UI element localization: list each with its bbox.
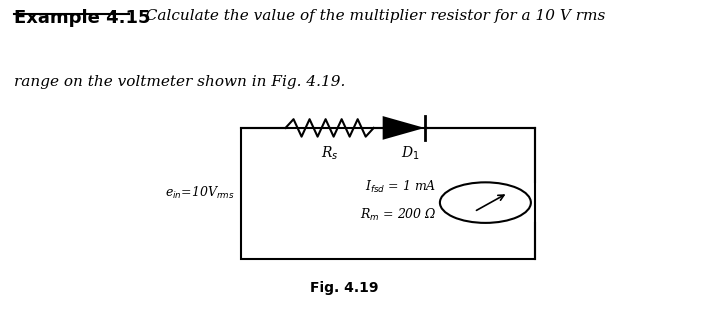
Text: I$_{fsd}$ = 1 mA: I$_{fsd}$ = 1 mA — [365, 179, 436, 195]
Text: range on the voltmeter shown in Fig. 4.19.: range on the voltmeter shown in Fig. 4.1… — [14, 75, 346, 89]
Text: Example 4.15: Example 4.15 — [14, 9, 150, 27]
FancyBboxPatch shape — [241, 128, 536, 259]
Text: R$_m$ = 200 Ω: R$_m$ = 200 Ω — [360, 207, 436, 223]
Text: D$_1$: D$_1$ — [401, 145, 420, 163]
Polygon shape — [382, 116, 425, 140]
Text: Fig. 4.19: Fig. 4.19 — [310, 281, 379, 295]
Text: R$_s$: R$_s$ — [321, 145, 338, 163]
Text: e$_{in}$=10V$_{rms}$: e$_{in}$=10V$_{rms}$ — [165, 185, 235, 202]
Text: Calculate the value of the multiplier resistor for a 10 V rms: Calculate the value of the multiplier re… — [137, 9, 606, 23]
